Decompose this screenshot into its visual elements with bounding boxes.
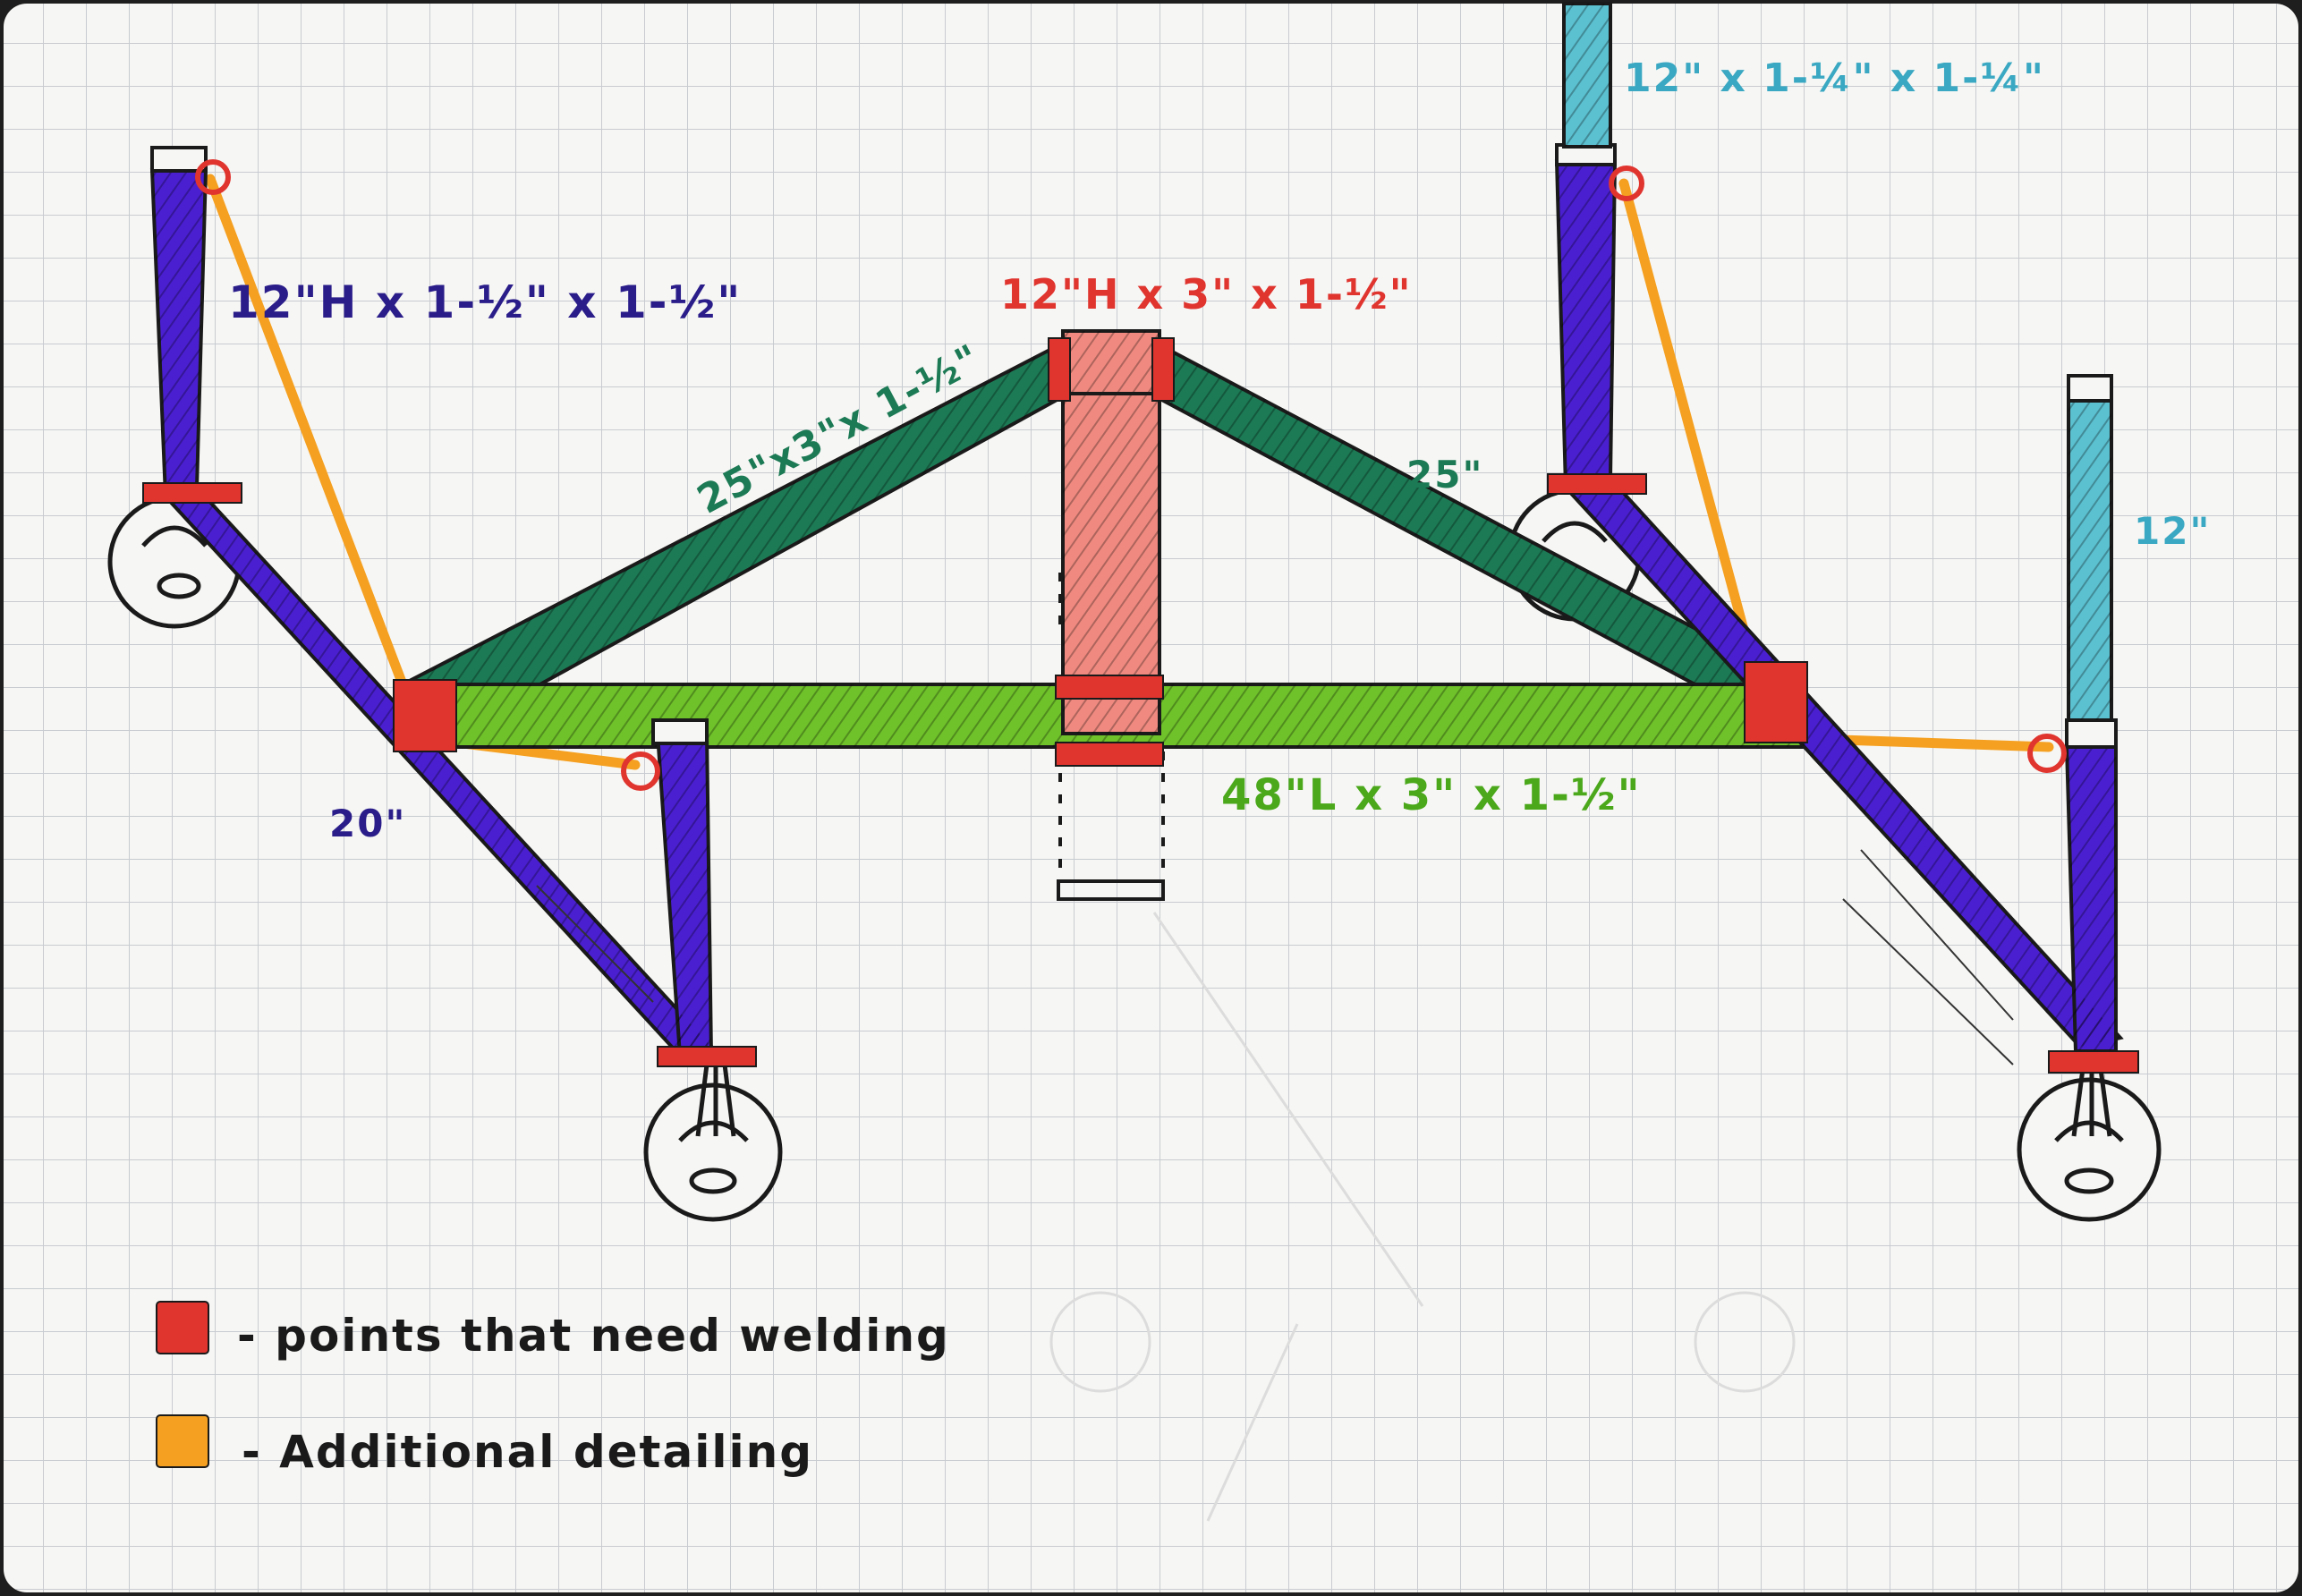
label-center-post: 12"H x 3" x 1-½" [1000, 270, 1413, 318]
grid [4, 4, 2298, 1592]
purple-frame-right-hatch [1557, 161, 2120, 1051]
right-insert-hatch [2068, 376, 2111, 720]
label-top-insert: 12" x 1-¼" x 1-¼" [1624, 55, 2045, 101]
brace-right-hatch [1159, 344, 1767, 716]
right-insert-cap [2067, 374, 2113, 403]
label-diagonal-left: 20" [329, 802, 406, 845]
label-brace-right: 25" [1406, 453, 1483, 497]
label-base-beam: 48"L x 3" x 1-½" [1221, 770, 1642, 820]
faint-background-sketch [1049, 912, 1796, 1522]
top-insert-hatch [1564, 4, 1610, 147]
construction-lines [536, 849, 2014, 1065]
pin-circles [195, 159, 2067, 791]
label-leg-left: 12"H x 1-½" x 1-½" [228, 276, 742, 328]
legend-swatch-welding [156, 1301, 209, 1354]
legend: - points that need welding - Additional … [156, 1301, 950, 1478]
caster-wheel-right-front [2017, 1068, 2162, 1222]
label-right-insert: 12" [2134, 509, 2211, 553]
legend-swatch-detailing [156, 1414, 209, 1468]
purple-frame-left-hatch [152, 170, 716, 1056]
legend-text-detailing: - Additional detailing [242, 1426, 813, 1478]
legend-item-detailing: - Additional detailing [156, 1414, 813, 1478]
weld-points [142, 337, 2139, 1074]
center-post-hatch [1063, 331, 1159, 734]
brace-left-hatch [403, 344, 1060, 716]
legend-item-welding: - points that need welding [156, 1301, 950, 1362]
legend-text-welding: - points that need welding [237, 1310, 950, 1362]
center-post-hidden-extension [1057, 573, 1165, 901]
caster-wheel-left-front [643, 1064, 783, 1222]
